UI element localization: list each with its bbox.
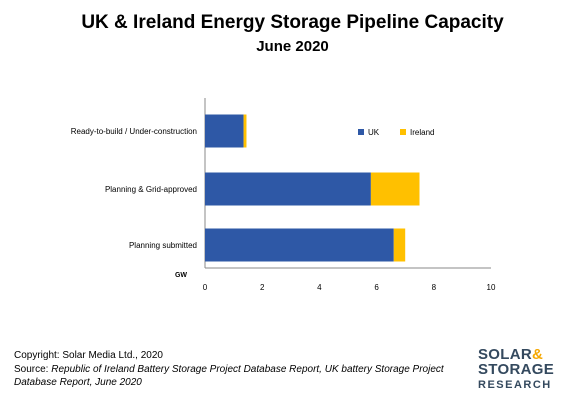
legend-label-ireland: Ireland: [410, 128, 434, 137]
category-label: Planning & Grid-approved: [105, 185, 197, 194]
x-tick-label: 6: [374, 283, 379, 292]
source-text: Source: Republic of Ireland Battery Stor…: [14, 363, 454, 390]
logo-storage: STORAGE: [478, 361, 555, 378]
legend-label-uk: UK: [368, 128, 380, 137]
bar-uk-2: [205, 228, 394, 262]
chart-subtitle: June 2020: [256, 38, 329, 55]
chart-title: UK & Ireland Energy Storage Pipeline Cap…: [81, 12, 504, 33]
x-axis-unit-label: GW: [175, 272, 187, 279]
logo-research: RESEARCH: [478, 379, 552, 391]
source-label: Source:: [14, 363, 52, 375]
legend-swatch-uk: [358, 129, 364, 135]
category-label: Ready-to-build / Under-construction: [71, 127, 197, 136]
x-tick-label: 8: [432, 283, 437, 292]
copyright-text: Copyright: Solar Media Ltd., 2020: [14, 350, 163, 361]
x-tick-label: 2: [260, 283, 265, 292]
logo-ampersand: &: [532, 346, 544, 363]
bar-uk-0: [205, 114, 244, 148]
solar-storage-research-logo: SOLAR& STORAGE RESEARCH: [478, 347, 568, 391]
legend-swatch-ireland: [400, 129, 406, 135]
bar-uk-1: [205, 172, 371, 206]
x-tick-label: 0: [203, 283, 208, 292]
logo-solar: SOLAR: [478, 346, 532, 363]
footer: Copyright: Solar Media Ltd., 2020 Source…: [14, 349, 454, 390]
bar-ireland-2: [393, 228, 406, 262]
x-tick-label: 10: [487, 283, 496, 292]
x-tick-label: 4: [317, 283, 322, 292]
bar-ireland-0: [243, 114, 247, 148]
source-reference: Republic of Ireland Battery Storage Proj…: [14, 363, 444, 389]
category-label: Planning submitted: [129, 241, 197, 250]
bar-ireland-1: [370, 172, 420, 206]
